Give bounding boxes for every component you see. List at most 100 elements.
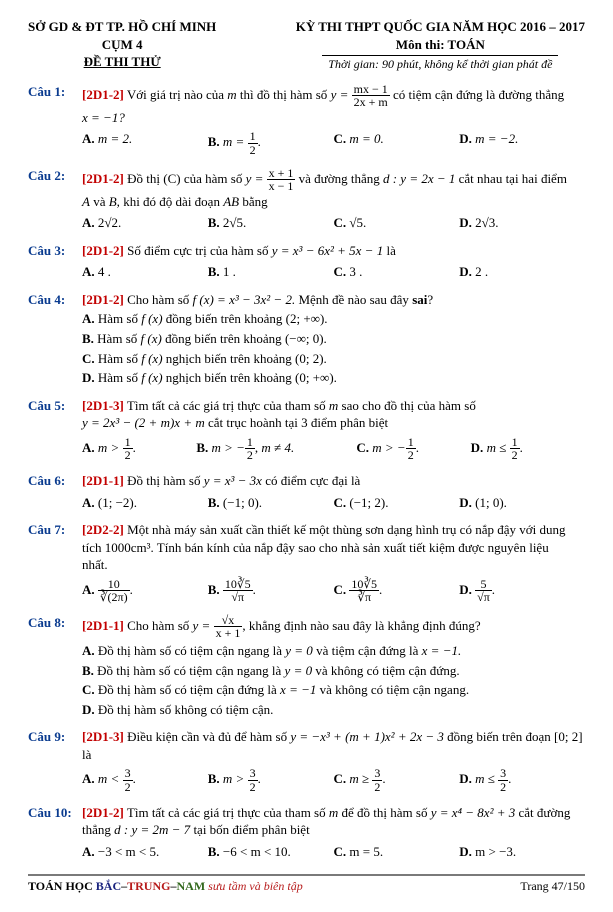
q2-body: [2D1-2] Đồ thị (C) của hàm số y = x + 1x… xyxy=(82,167,585,232)
q2-opt-a: A. 2√2. xyxy=(82,214,208,232)
question-6: Câu 6: [2D1-1] Đồ thị hàm số y = x³ − 3x… xyxy=(28,472,585,511)
q1-eq: y = xyxy=(331,87,349,102)
q1-post: có tiệm cận đứng là đường thẳng xyxy=(393,87,564,102)
q7-text: Một nhà máy sản xuất cần thiết kế một th… xyxy=(127,522,565,537)
q6-tag: [2D1-1] xyxy=(82,473,124,488)
q9-fn: y = −x³ + (m + 1)x² + 2x − 3 xyxy=(290,729,444,744)
q3-post: là xyxy=(383,243,396,258)
q10-opt-d: D. m > −3. xyxy=(459,843,585,861)
q9-opt-b: B. m > 32. xyxy=(208,767,334,793)
q4-label: Câu 4: xyxy=(28,291,82,387)
q2-line2: A và B, khi đó độ dài đoạn AB bằng xyxy=(82,193,585,211)
q5-tag: [2D1-3] xyxy=(82,398,124,413)
q5-opt-d: D. m ≤ 12. xyxy=(471,436,585,462)
q10-options: A. −3 < m < 5. B. −6 < m < 10. C. m = 5.… xyxy=(82,843,585,861)
q2-post: cắt nhau tại hai điểm xyxy=(455,171,567,186)
q6-opt-c: C. (−1; 2). xyxy=(334,494,460,512)
q3-tag: [2D1-2] xyxy=(82,243,124,258)
question-9: Câu 9: [2D1-3] Điều kiện cần và đủ để hà… xyxy=(28,728,585,793)
q2-label: Câu 2: xyxy=(28,167,82,232)
q10-m: m xyxy=(329,805,338,820)
header: SỞ GD & ĐT TP. HỒ CHÍ MINH CỤM 4 ĐỀ THI … xyxy=(28,18,585,73)
org-line: SỞ GD & ĐT TP. HỒ CHÍ MINH xyxy=(28,18,216,36)
q1-var: m xyxy=(227,87,236,102)
q8-stmt-d: D. Đồ thị hàm số không có tiệm cận. xyxy=(82,701,585,719)
q3-opt-a: A. 4 . xyxy=(82,263,208,281)
question-5: Câu 5: [2D1-3] Tìm tất cả các giá trị th… xyxy=(28,397,585,462)
q10-opt-c: C. m = 5. xyxy=(334,843,460,861)
q1-pre: Với giá trị nào của xyxy=(127,87,227,102)
q9-post: đồng biến trên đoạn xyxy=(444,729,554,744)
q8-stmt-b: B. Đồ thị hàm số có tiệm cận ngang là y … xyxy=(82,662,585,680)
q3-opt-d: D. 2 . xyxy=(459,263,585,281)
q3-text: Số điểm cực trị của hàm số xyxy=(127,243,272,258)
q4-sai: sai xyxy=(412,292,427,307)
q10-line2: thẳng d : y = 2m − 7 tại bốn điểm phân b… xyxy=(82,821,585,839)
q9-opt-a: A. m < 32. xyxy=(82,767,208,793)
q9-la: là xyxy=(82,747,91,762)
q7-opt-d: D. 5√π. xyxy=(459,578,585,604)
q5-label: Câu 5: xyxy=(28,397,82,462)
q1-opt-d: D. m = −2. xyxy=(459,130,585,156)
q1-options: A. m = 2. B. m = 12. C. m = 0. D. m = −2… xyxy=(82,130,585,156)
q1-mid: thì đồ thị hàm số xyxy=(237,87,331,102)
q6-fn: y = x³ − 3x xyxy=(204,473,262,488)
q6-opt-a: A. (1; −2). xyxy=(82,494,208,512)
q9-int: [0; 2] xyxy=(554,729,583,744)
q4-text: Cho hàm số xyxy=(127,292,192,307)
q8-text: Cho hàm số xyxy=(127,618,192,633)
q3-label: Câu 3: xyxy=(28,242,82,281)
q1-frac: mx − 12x + m xyxy=(352,83,390,109)
q6-options: A. (1; −2). B. (−1; 0). C. (−1; 2). D. (… xyxy=(82,494,585,512)
q9-options: A. m < 32. B. m > 32. C. m ≥ 32. D. m ≤ … xyxy=(82,767,585,793)
q10-label: Câu 10: xyxy=(28,804,82,861)
q5-post: sao cho đồ thị của hàm số xyxy=(338,398,476,413)
q6-opt-d: D. (1; 0). xyxy=(459,494,585,512)
q5-opt-a: A. m > 12. xyxy=(82,436,196,462)
q10-tag: [2D1-2] xyxy=(82,805,124,820)
q8-stmt-c: C. Đồ thị hàm số có tiệm cận đứng là x =… xyxy=(82,681,585,699)
q8-tag: [2D1-1] xyxy=(82,618,124,633)
footer-page: Trang 47/150 xyxy=(520,878,585,894)
exam-type: ĐỀ THI THỬ xyxy=(28,53,216,71)
q5-body: [2D1-3] Tìm tất cả các giá trị thực của … xyxy=(82,397,585,462)
q1-tag: [2D1-2] xyxy=(82,87,124,102)
footer-brand: TOÁN HỌC BẮC–TRUNG–NAM sưu tầm và biên t… xyxy=(28,878,303,894)
q7-label: Câu 7: xyxy=(28,521,82,604)
q1-line2: x = −1? xyxy=(82,109,585,127)
time-note: Thời gian: 90 phút, không kể thời gian p… xyxy=(296,53,585,73)
q10-body: [2D1-2] Tìm tất cả các giá trị thực của … xyxy=(82,804,585,861)
q5-line2: y = 2x³ − (2 + m)x + m cắt trục hoành tạ… xyxy=(82,414,585,432)
question-7: Câu 7: [2D2-2] Một nhà máy sản xuất cần … xyxy=(28,521,585,604)
q2-mid: và đường thẳng xyxy=(299,171,383,186)
q1-opt-a: A. m = 2. xyxy=(82,130,208,156)
cluster-line: CỤM 4 xyxy=(28,36,216,54)
q9-opt-d: D. m ≤ 32. xyxy=(459,767,585,793)
question-1: Câu 1: [2D1-2] Với giá trị nào của m thì… xyxy=(28,83,585,157)
q3-opt-b: B. 1 . xyxy=(208,263,334,281)
q3-options: A. 4 . B. 1 . C. 3 . D. 2 . xyxy=(82,263,585,281)
q8-body: [2D1-1] Cho hàm số y = √xx + 1, khẳng đị… xyxy=(82,614,585,718)
q4-stmt-a: A. Hàm số f (x) đồng biến trên khoảng (2… xyxy=(82,310,585,328)
q3-opt-c: C. 3 . xyxy=(334,263,460,281)
q10-post: cắt đường xyxy=(515,805,570,820)
q4-stmt-c: C. Hàm số f (x) nghịch biến trên khoảng … xyxy=(82,350,585,368)
q7-opt-b: B. 10∛5√π. xyxy=(208,578,334,604)
q9-opt-c: C. m ≥ 32. xyxy=(334,767,460,793)
q4-stmt-d: D. Hàm số f (x) nghịch biến trên khoảng … xyxy=(82,369,585,387)
q9-tag: [2D1-3] xyxy=(82,729,124,744)
q1-opt-b: B. m = 12. xyxy=(208,130,334,156)
q2-tag: [2D1-2] xyxy=(82,171,124,186)
question-10: Câu 10: [2D1-2] Tìm tất cả các giá trị t… xyxy=(28,804,585,861)
q6-body: [2D1-1] Đồ thị hàm số y = x³ − 3x có điể… xyxy=(82,472,585,511)
q8-frac: √xx + 1 xyxy=(214,614,243,640)
q10-text: Tìm tất cả các giá trị thực của tham số xyxy=(127,805,329,820)
q7-tag: [2D2-2] xyxy=(82,522,124,537)
question-8: Câu 8: [2D1-1] Cho hàm số y = √xx + 1, k… xyxy=(28,614,585,718)
q7-options: A. 10∛(2π). B. 10∛5√π. C. 10∛5∛π. D. 5√π… xyxy=(82,578,585,604)
q5-opt-c: C. m > −12. xyxy=(356,436,470,462)
q8-label: Câu 8: xyxy=(28,614,82,718)
footer: TOÁN HỌC BẮC–TRUNG–NAM sưu tầm và biên t… xyxy=(28,874,585,894)
q10-mid: để đồ thị hàm số xyxy=(338,805,430,820)
q10-fn: y = x⁴ − 8x² + 3 xyxy=(431,805,516,820)
